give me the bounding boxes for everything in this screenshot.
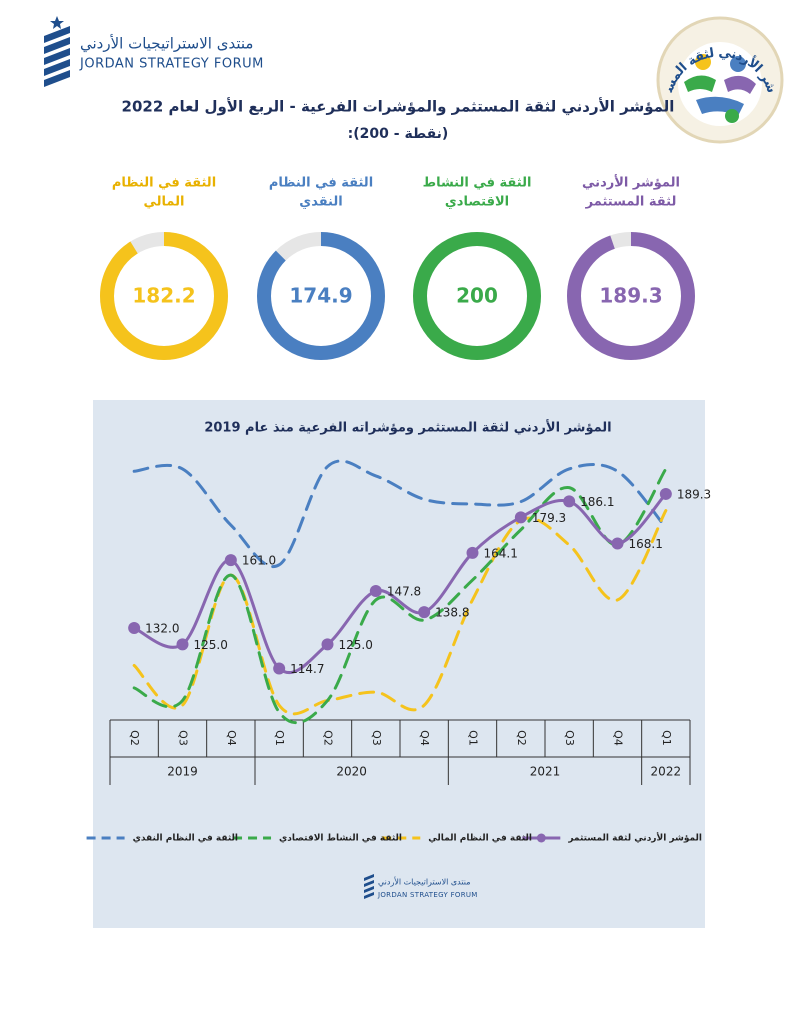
donut-label: الثقة في النظام — [269, 176, 373, 191]
donut-value: 182.2 — [132, 284, 195, 308]
series-point — [321, 638, 334, 651]
chart-title: المؤشر الأردني لثقة المستثمر ومؤشراته ال… — [204, 419, 611, 436]
donut-arc — [567, 232, 695, 360]
series-point — [273, 662, 286, 675]
org-name-ar: منتدى الاستراتيجيات الأردني — [80, 34, 253, 54]
x-tick-label: Q3 — [563, 730, 576, 746]
donut-label: المالي — [144, 195, 185, 210]
data-label: 114.7 — [290, 662, 324, 676]
series-point — [128, 622, 141, 635]
legend-label: الثقة في النظام النقدي — [133, 834, 238, 844]
x-tick-label: Q4 — [612, 730, 625, 746]
legend-label: الثقة في النشاط الاقتصادي — [279, 834, 402, 844]
donut-label: الثقة في النشاط — [423, 176, 532, 191]
series-line — [132, 467, 668, 725]
data-label: 138.8 — [435, 606, 469, 620]
data-label: 189.3 — [677, 487, 711, 501]
series-point — [563, 495, 576, 508]
data-label: 147.8 — [387, 585, 421, 599]
series-line — [132, 459, 668, 569]
series-point — [611, 537, 624, 550]
donut-value: 174.9 — [289, 284, 352, 308]
x-tick-label: Q3 — [177, 730, 190, 746]
donut-label: المؤشر الأردني — [582, 174, 680, 191]
page-title: المؤشر الأردني لثقة المستثمر والمؤشرات ا… — [122, 98, 675, 116]
donut-arc — [413, 232, 541, 360]
page-subtitle: (نقطة - 200): — [348, 126, 449, 142]
series-point — [369, 585, 382, 598]
donut-arc — [100, 232, 228, 360]
data-label: 161.0 — [242, 554, 276, 568]
group-label: 2021 — [530, 765, 561, 779]
series-point — [514, 511, 527, 524]
donut-value: 200 — [456, 284, 498, 308]
group-label: 2022 — [651, 765, 682, 779]
data-label: 125.0 — [194, 638, 228, 652]
logo-icon — [44, 16, 70, 87]
donut-label: الاقتصادي — [445, 195, 509, 210]
x-tick-label: Q1 — [660, 730, 673, 746]
legend-label: الثقة في النظام المالي — [428, 834, 532, 844]
x-tick-label: Q2 — [322, 730, 335, 746]
footer-logo-icon — [364, 874, 374, 899]
series-point — [224, 554, 237, 567]
x-tick-label: Q4 — [225, 730, 238, 746]
org-name-en: JORDAN STRATEGY FORUM — [79, 57, 264, 72]
x-tick-label: Q2 — [128, 730, 141, 746]
donut-label: الثقة في النظام — [112, 176, 216, 191]
donut-arc — [257, 232, 385, 360]
chart-panel — [93, 400, 705, 928]
data-label: 168.1 — [629, 537, 663, 551]
donut-label: النقدي — [299, 195, 342, 210]
data-label: 132.0 — [145, 622, 179, 636]
footer-org-ar: منتدى الاستراتيجيات الأردني — [378, 877, 471, 887]
data-label: 186.1 — [580, 495, 614, 509]
x-tick-label: Q3 — [370, 730, 383, 746]
data-label: 125.0 — [339, 638, 373, 652]
group-label: 2019 — [167, 765, 198, 779]
data-label: 164.1 — [484, 546, 518, 560]
donut-value: 189.3 — [599, 284, 662, 308]
footer-org-en: JORDAN STRATEGY FORUM — [377, 891, 478, 899]
legend-marker — [536, 833, 546, 843]
legend-label: المؤشر الأردني لثقة المستثمر — [567, 832, 702, 844]
x-tick-label: Q1 — [467, 730, 480, 746]
x-tick-label: Q4 — [418, 730, 431, 746]
series-point — [466, 546, 479, 559]
group-label: 2020 — [336, 765, 367, 779]
x-tick-label: Q2 — [515, 730, 528, 746]
series-point — [176, 638, 189, 651]
data-label: 179.3 — [532, 511, 566, 525]
donut-label: لثقة المستثمر — [585, 195, 677, 210]
series-point — [418, 606, 431, 619]
x-tick-label: Q1 — [273, 730, 286, 746]
series-point — [659, 487, 672, 500]
